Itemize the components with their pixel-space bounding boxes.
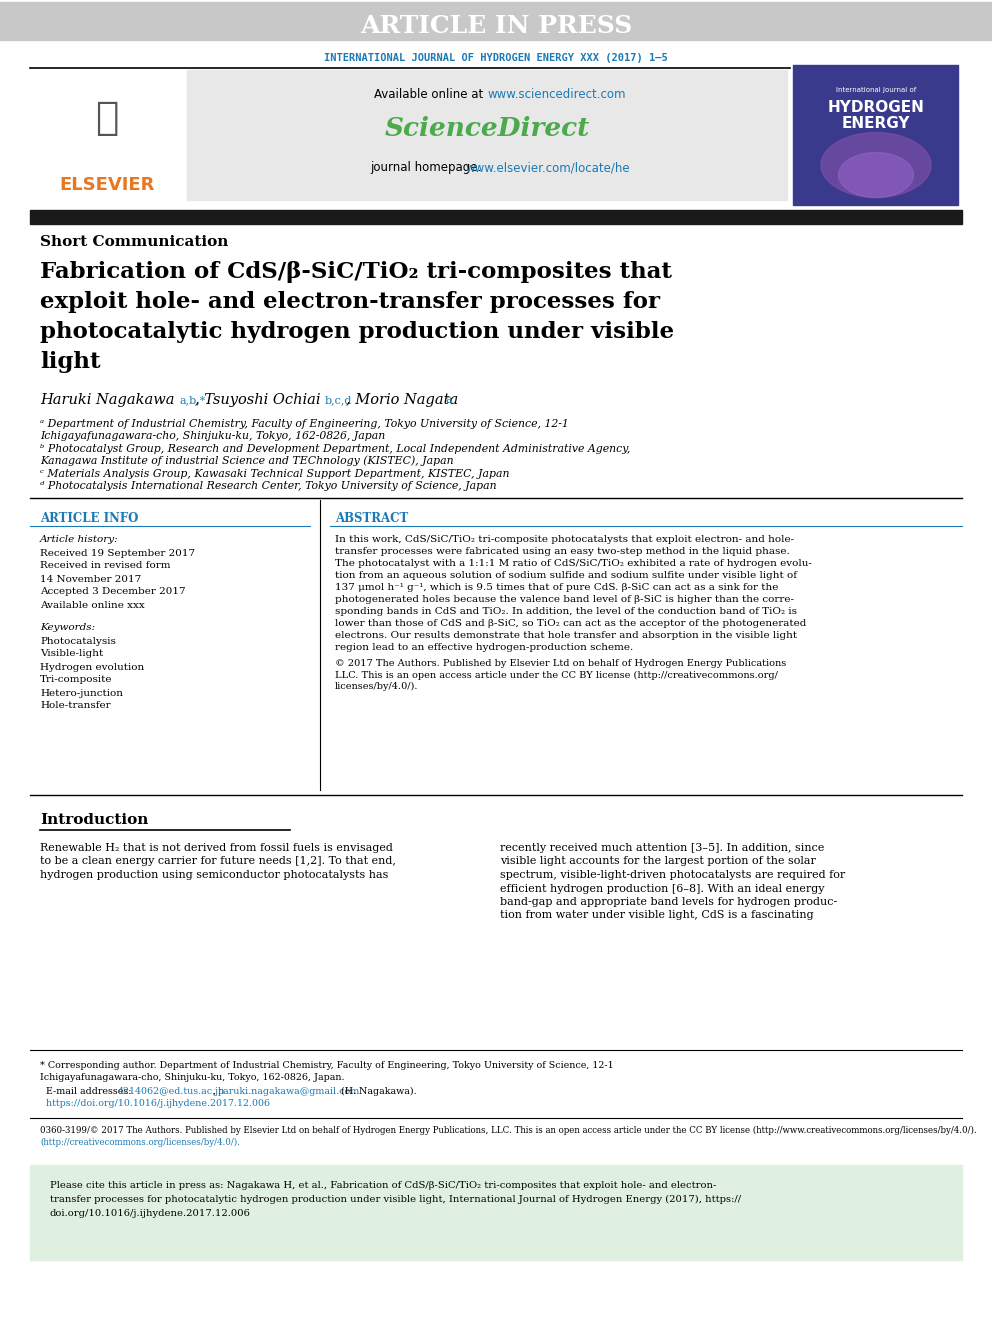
Text: Fabrication of CdS/β-SiC/TiO₂ tri-composites that: Fabrication of CdS/β-SiC/TiO₂ tri-compos…	[40, 261, 672, 283]
Text: doi.org/10.1016/j.ijhydene.2017.12.006: doi.org/10.1016/j.ijhydene.2017.12.006	[50, 1208, 251, 1217]
Text: The photocatalyst with a 1:1:1 M ratio of CdS/SiC/TiO₂ exhibited a rate of hydro: The photocatalyst with a 1:1:1 M ratio o…	[335, 560, 811, 569]
Text: ABSTRACT: ABSTRACT	[335, 512, 409, 524]
Text: b,c,d: b,c,d	[325, 396, 352, 405]
Text: journal homepage:: journal homepage:	[370, 161, 485, 175]
Text: , Morio Nagata: , Morio Nagata	[346, 393, 463, 407]
Bar	[30, 1166, 962, 1259]
Text: electrons. Our results demonstrate that hole transfer and absorption in the visi: electrons. Our results demonstrate that …	[335, 631, 798, 640]
Text: Hetero-junction: Hetero-junction	[40, 688, 123, 697]
Bar	[793, 65, 958, 205]
Text: ENERGY: ENERGY	[842, 116, 911, 131]
Text: tion from an aqueous solution of sodium sulfide and sodium sulfite under visible: tion from an aqueous solution of sodium …	[335, 572, 797, 581]
Text: to be a clean energy carrier for future needs [1,2]. To that end,: to be a clean energy carrier for future …	[40, 856, 396, 867]
Text: Ichigayafunagawara-cho, Shinjuku-ku, Tokyo, 162-0826, Japan.: Ichigayafunagawara-cho, Shinjuku-ku, Tok…	[40, 1073, 344, 1081]
Text: Renewable H₂ that is not derived from fossil fuels is envisaged: Renewable H₂ that is not derived from fo…	[40, 843, 393, 853]
Ellipse shape	[821, 132, 931, 197]
Text: Article history:: Article history:	[40, 536, 119, 545]
Text: INTERNATIONAL JOURNAL OF HYDROGEN ENERGY XXX (2017) 1–5: INTERNATIONAL JOURNAL OF HYDROGEN ENERGY…	[324, 53, 668, 64]
Text: Haruki Nagakawa: Haruki Nagakawa	[40, 393, 180, 407]
Bar	[30, 210, 962, 224]
Text: Please cite this article in press as: Nagakawa H, et al., Fabrication of CdS/β-S: Please cite this article in press as: Na…	[50, 1180, 716, 1189]
Text: Hole-transfer: Hole-transfer	[40, 701, 111, 710]
Text: Accepted 3 December 2017: Accepted 3 December 2017	[40, 587, 186, 597]
Ellipse shape	[838, 152, 914, 197]
Text: region lead to an effective hydrogen-production scheme.: region lead to an effective hydrogen-pro…	[335, 643, 633, 652]
Text: , Tsuyoshi Ochiai: , Tsuyoshi Ochiai	[195, 393, 325, 407]
Text: hydrogen production using semiconductor photocatalysts has: hydrogen production using semiconductor …	[40, 871, 389, 880]
Text: In this work, CdS/SiC/TiO₂ tri-composite photocatalysts that exploit electron- a: In this work, CdS/SiC/TiO₂ tri-composite…	[335, 536, 795, 545]
Bar	[30, 70, 185, 200]
Text: Available online xxx: Available online xxx	[40, 601, 145, 610]
Text: exploit hole- and electron-transfer processes for: exploit hole- and electron-transfer proc…	[40, 291, 660, 314]
Text: Available online at: Available online at	[374, 89, 487, 102]
Text: Ichigayafunagawara-cho, Shinjuku-ku, Tokyo, 162-0826, Japan: Ichigayafunagawara-cho, Shinjuku-ku, Tok…	[40, 431, 385, 441]
Text: licenses/by/4.0/).: licenses/by/4.0/).	[335, 681, 419, 691]
Text: photocatalytic hydrogen production under visible: photocatalytic hydrogen production under…	[40, 321, 675, 343]
Text: 14 November 2017: 14 November 2017	[40, 574, 141, 583]
Text: Photocatalysis: Photocatalysis	[40, 636, 116, 646]
Text: (H. Nagakawa).: (H. Nagakawa).	[338, 1086, 417, 1095]
Text: light: light	[40, 351, 100, 373]
Text: ᶜ Materials Analysis Group, Kawasaki Technical Support Department, KISTEC, Japan: ᶜ Materials Analysis Group, Kawasaki Tec…	[40, 468, 510, 479]
Text: ARTICLE IN PRESS: ARTICLE IN PRESS	[360, 15, 632, 38]
Text: tion from water under visible light, CdS is a fascinating: tion from water under visible light, CdS…	[500, 910, 813, 921]
Text: transfer processes for photocatalytic hydrogen production under visible light, I: transfer processes for photocatalytic hy…	[50, 1195, 741, 1204]
Text: haruki.nagakawa@gmail.com: haruki.nagakawa@gmail.com	[218, 1086, 360, 1095]
Text: © 2017 The Authors. Published by Elsevier Ltd on behalf of Hydrogen Energy Publi: © 2017 The Authors. Published by Elsevie…	[335, 659, 787, 668]
Text: Tri-composite: Tri-composite	[40, 676, 112, 684]
Text: * Corresponding author. Department of Industrial Chemistry, Faculty of Engineeri: * Corresponding author. Department of In…	[40, 1061, 614, 1069]
Text: www.sciencedirect.com: www.sciencedirect.com	[487, 89, 626, 102]
Text: Introduction: Introduction	[40, 814, 149, 827]
Text: www.elsevier.com/locate/he: www.elsevier.com/locate/he	[465, 161, 630, 175]
Text: lower than those of CdS and β-SiC, so TiO₂ can act as the acceptor of the photog: lower than those of CdS and β-SiC, so Ti…	[335, 619, 806, 628]
Text: (http://creativecommons.org/licenses/by/4.0/).: (http://creativecommons.org/licenses/by/…	[40, 1138, 240, 1147]
Bar	[187, 70, 787, 200]
Text: ScienceDirect: ScienceDirect	[384, 115, 589, 140]
Text: Keywords:: Keywords:	[40, 623, 95, 632]
Text: sponding bands in CdS and TiO₂. In addition, the level of the conduction band of: sponding bands in CdS and TiO₂. In addit…	[335, 607, 797, 617]
Text: International Journal of: International Journal of	[836, 87, 917, 93]
Text: Kanagawa Institute of industrial Science and TEChnology (KISTEC), Japan: Kanagawa Institute of industrial Science…	[40, 455, 453, 466]
Text: Hydrogen evolution: Hydrogen evolution	[40, 663, 144, 672]
Text: band-gap and appropriate band levels for hydrogen produc-: band-gap and appropriate band levels for…	[500, 897, 837, 908]
Text: a: a	[446, 396, 452, 405]
Text: recently received much attention [3–5]. In addition, since: recently received much attention [3–5]. …	[500, 843, 824, 853]
Text: ᵇ Photocatalyst Group, Research and Development Department, Local Independent Ad: ᵇ Photocatalyst Group, Research and Deve…	[40, 445, 630, 454]
Text: Received in revised form: Received in revised form	[40, 561, 171, 570]
Text: LLC. This is an open access article under the CC BY license (http://creativecomm: LLC. This is an open access article unde…	[335, 671, 778, 680]
Text: 🌳: 🌳	[95, 99, 119, 138]
Text: transfer processes were fabricated using an easy two-step method in the liquid p: transfer processes were fabricated using…	[335, 548, 790, 557]
Text: ᵃ Department of Industrial Chemistry, Faculty of Engineering, Tokyo University o: ᵃ Department of Industrial Chemistry, Fa…	[40, 419, 568, 429]
Text: photogenerated holes because the valence band level of β-SiC is higher than the : photogenerated holes because the valence…	[335, 595, 794, 605]
Text: 4214062@ed.tus.ac.jp: 4214062@ed.tus.ac.jp	[118, 1086, 225, 1095]
Text: Visible-light: Visible-light	[40, 650, 103, 659]
Text: visible light accounts for the largest portion of the solar: visible light accounts for the largest p…	[500, 856, 815, 867]
Text: HYDROGEN: HYDROGEN	[827, 101, 925, 115]
Text: a,b,*: a,b,*	[180, 396, 206, 405]
Bar	[0, 3, 992, 40]
Text: 137 μmol h⁻¹ g⁻¹, which is 9.5 times that of pure CdS. β-SiC can act as a sink f: 137 μmol h⁻¹ g⁻¹, which is 9.5 times tha…	[335, 583, 779, 593]
Text: ELSEVIER: ELSEVIER	[60, 176, 155, 194]
Text: efficient hydrogen production [6–8]. With an ideal energy: efficient hydrogen production [6–8]. Wit…	[500, 884, 824, 893]
Text: ARTICLE INFO: ARTICLE INFO	[40, 512, 138, 524]
Text: spectrum, visible-light-driven photocatalysts are required for: spectrum, visible-light-driven photocata…	[500, 871, 845, 880]
Text: Short Communication: Short Communication	[40, 235, 228, 249]
Text: Received 19 September 2017: Received 19 September 2017	[40, 549, 195, 557]
Text: ,: ,	[213, 1086, 219, 1095]
Text: https://doi.org/10.1016/j.ijhydene.2017.12.006: https://doi.org/10.1016/j.ijhydene.2017.…	[40, 1099, 270, 1109]
Text: E-mail addresses:: E-mail addresses:	[40, 1086, 135, 1095]
Text: 0360-3199/© 2017 The Authors. Published by Elsevier Ltd on behalf of Hydrogen En: 0360-3199/© 2017 The Authors. Published …	[40, 1126, 977, 1135]
Text: ᵈ Photocatalysis International Research Center, Tokyo University of Science, Jap: ᵈ Photocatalysis International Research …	[40, 482, 497, 491]
